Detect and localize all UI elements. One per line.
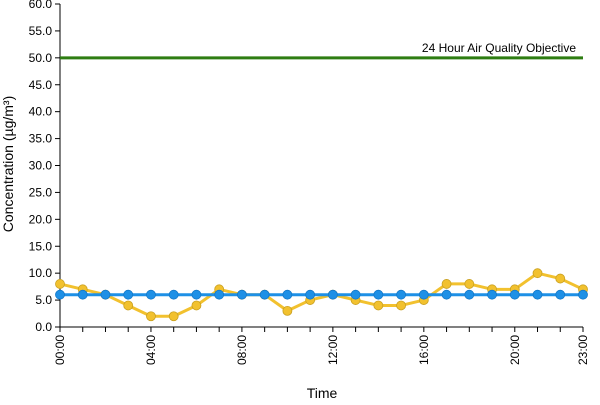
y-tick-label: 60.0: [29, 0, 53, 11]
series-2-point: [191, 289, 202, 300]
series-2-point: [487, 289, 497, 300]
series-2-point: [350, 289, 361, 300]
y-tick-label: 10.0: [29, 266, 53, 280]
series-1-point: [532, 268, 543, 279]
y-tick-label: 20.0: [29, 212, 53, 226]
reference-layer: 24 Hour Air Quality Objective: [60, 41, 583, 60]
series-2-point: [77, 289, 88, 300]
x-tick-label: 23:00: [576, 335, 590, 365]
x-tick-label: 16:00: [417, 335, 431, 365]
series-2-point: [418, 289, 429, 300]
y-tick-label: 40.0: [29, 105, 53, 119]
y-tick-label: 0.0: [35, 320, 52, 334]
series-1-point: [555, 273, 566, 284]
series-1-point: [282, 305, 293, 316]
series-2-point: [259, 289, 270, 300]
x-axis-title: Time: [307, 385, 338, 400]
x-tick-label: 08:00: [235, 335, 249, 365]
series-2-point: [464, 289, 475, 300]
series-2-point: [578, 289, 588, 300]
x-tick-label: 00:00: [53, 335, 67, 365]
series-2-point: [282, 289, 293, 300]
reference-line-label: 24 Hour Air Quality Objective: [422, 41, 576, 55]
series-2-point: [100, 289, 111, 300]
series-2-point: [305, 289, 316, 300]
series-2-point: [55, 289, 65, 300]
y-tick-label: 25.0: [29, 185, 53, 199]
series-1-point: [168, 311, 179, 322]
axes-layer: 0.0 5.0 10.0 15.0 20.0 25.0 30.0 35.0 40.0 45.0 50…: [29, 0, 590, 365]
series-2-point: [373, 289, 384, 300]
y-tick-label: 50.0: [29, 51, 53, 65]
y-axis-title: Concentration (µg/m³): [0, 96, 16, 232]
series-2-point: [214, 289, 225, 300]
y-tick-label: 35.0: [29, 132, 53, 146]
series-1-point: [396, 300, 406, 311]
y-tick-label: 5.0: [35, 293, 52, 307]
x-tick-label: 12:00: [326, 335, 340, 365]
series-1-point: [146, 311, 156, 322]
series-2-point: [396, 289, 406, 300]
series-1-point: [373, 300, 384, 311]
series-2-point: [327, 289, 338, 300]
series-2-point: [532, 289, 543, 300]
series-2-point: [123, 289, 134, 300]
series-2-point: [146, 289, 156, 300]
series-2-point: [509, 289, 520, 300]
series-2-point: [237, 289, 247, 300]
series-1-point: [441, 279, 452, 289]
y-tick-label: 30.0: [29, 159, 53, 173]
series-1-point: [55, 279, 65, 289]
y-tick-label: 45.0: [29, 78, 53, 92]
x-tick-label: 04:00: [144, 335, 158, 365]
series-1-point: [191, 300, 202, 311]
series-2-point: [555, 289, 566, 300]
series-2-point: [168, 289, 179, 300]
series-1-point: [123, 300, 134, 311]
series-1-point: [464, 279, 475, 289]
y-tick-label: 15.0: [29, 239, 53, 253]
x-tick-label: 20:00: [508, 335, 522, 365]
series-2-point: [441, 289, 452, 300]
series-layer: [55, 268, 588, 322]
y-tick-label: 55.0: [29, 24, 53, 38]
